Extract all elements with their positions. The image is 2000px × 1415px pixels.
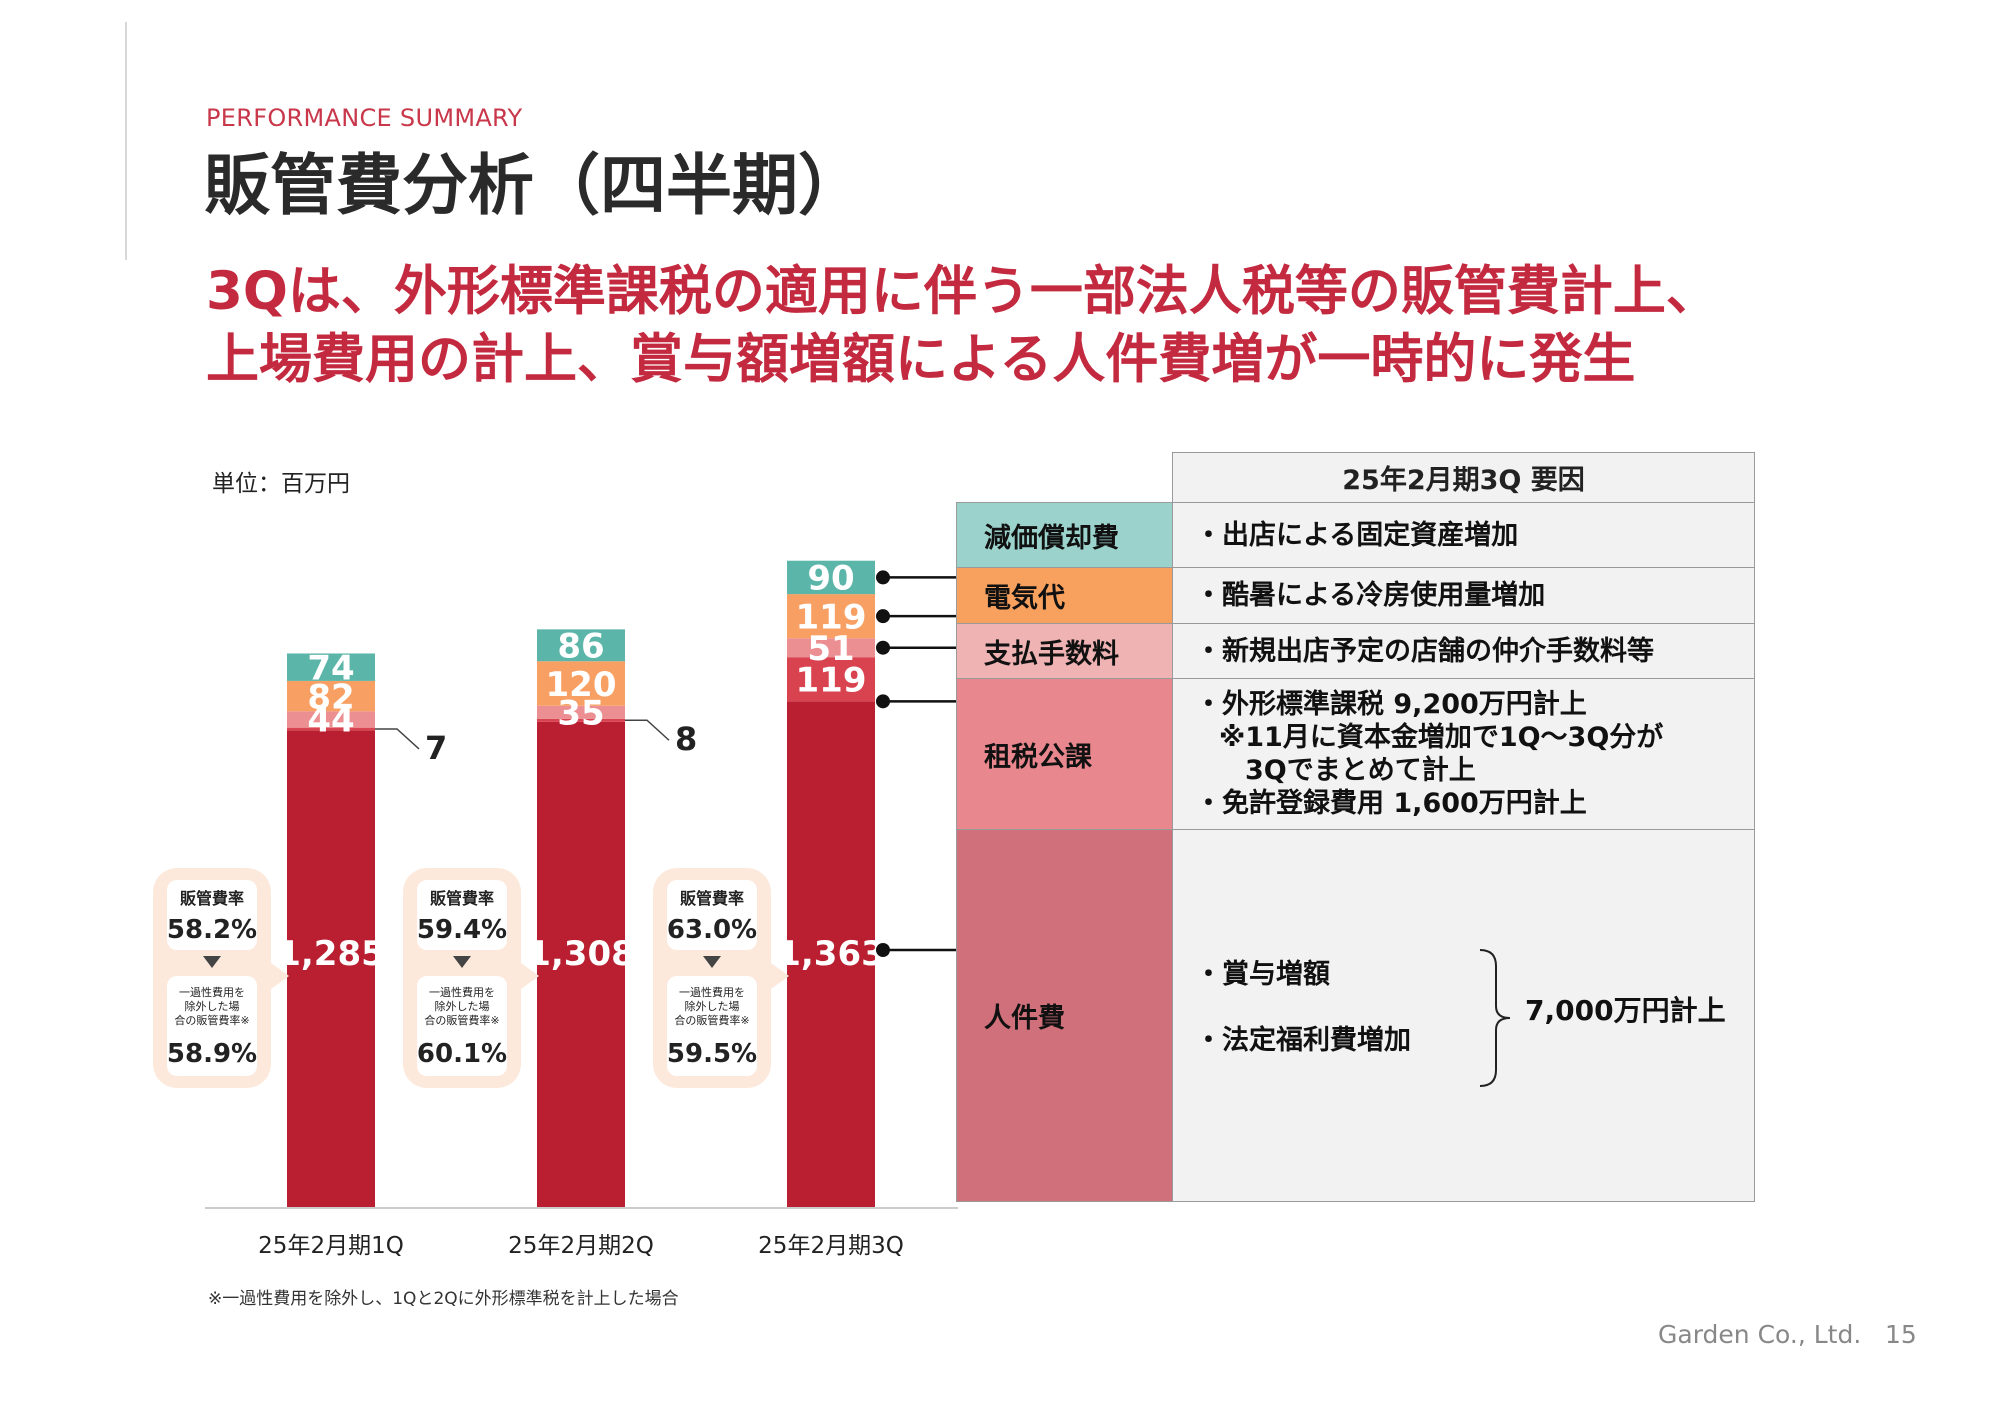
data-label: 1,285 — [277, 934, 385, 974]
factor-line: 3Qでまとめて計上 — [1245, 755, 1476, 786]
bar-segment-4 — [787, 560, 875, 595]
data-label: 74 — [307, 648, 354, 688]
data-label: 82 — [307, 677, 354, 717]
ratio-sub-label: 除外した場 — [185, 999, 240, 1013]
x-tick-label: 25年2月期3Q — [758, 1233, 904, 1259]
ratio-value: 59.4% — [417, 915, 507, 945]
factor-line: ・外形標準課税 9,200万円計上 — [1195, 689, 1587, 720]
ratio-sub-label: 除外した場 — [685, 999, 740, 1013]
ratio-box-inner — [167, 976, 257, 1076]
factor-line: ・出店による固定資産増加 — [1195, 519, 1519, 551]
ratio-label: 販管費率 — [180, 889, 244, 908]
data-label: 51 — [807, 629, 854, 669]
bar-segment-3 — [287, 680, 375, 712]
factor-line: ・免許登録費用 1,600万円計上 — [1195, 788, 1587, 819]
ratio-box-inner — [667, 880, 757, 950]
bar-segment-1 — [537, 718, 625, 722]
headline-line-1: 3Qは、外形標準課税の適用に伴う一部法人税等の販管費計上、 — [206, 261, 1719, 322]
factor-desc-taxes: ・外形標準課税 9,200万円計上 ※11月に資本金増加で1Q〜3Q分が 3Qで… — [1172, 678, 1755, 830]
ratio-value: 63.0% — [667, 915, 757, 945]
data-label: 35 — [557, 694, 604, 734]
data-label: 90 — [807, 559, 854, 599]
data-label: 1,363 — [777, 934, 885, 974]
factor-category-taxes: 租税公課 — [956, 678, 1173, 830]
data-label-external: 8 — [675, 720, 697, 758]
ratio-label: 販管費率 — [430, 889, 494, 908]
ratio-value: 58.2% — [167, 915, 257, 945]
factor-desc-electricity: ・酷暑による冷房使用量増加 — [1172, 567, 1755, 624]
data-label: 119 — [796, 660, 867, 700]
headline-line-2: 上場費用の計上、賞与額増額による人件費増が一時的に発生 — [206, 329, 1636, 390]
data-label: 119 — [796, 597, 867, 637]
arrow-down-icon — [203, 956, 221, 968]
bar-segment-2 — [537, 705, 625, 719]
bar-segment-3 — [787, 594, 875, 639]
factor-line: ・新規出店予定の店舗の仲介手数料等 — [1195, 635, 1654, 667]
bar-segment-2 — [787, 638, 875, 658]
ratio-sub-label: 一過性費用を — [179, 985, 245, 999]
ratio-box-inner — [417, 976, 507, 1076]
ratio-box-inner — [417, 880, 507, 950]
brace-icon — [1479, 949, 1511, 1087]
personnel-bracket-note: 7,000万円計上 — [1525, 994, 1726, 1027]
bar-segment-0 — [787, 701, 875, 1207]
factor-line: ・賞与増額 — [1195, 959, 1330, 990]
ratio-sub-label: 合の販管費率※ — [174, 1013, 249, 1027]
page-title: 販管費分析（四半期） — [204, 147, 864, 224]
bar-segment-3 — [537, 661, 625, 706]
data-label: 44 — [307, 701, 354, 741]
ratio-sub-value: 58.9% — [167, 1039, 257, 1069]
ratio-sub-label: 一過性費用を — [679, 985, 745, 999]
factor-category-personnel: 人件費 — [956, 829, 1173, 1202]
leader-line — [625, 719, 670, 741]
factor-line: ※11月に資本金増加で1Q〜3Q分が — [1219, 722, 1664, 753]
factor-line: ・法定福利費増加 — [1195, 1025, 1411, 1056]
x-tick-label: 25年2月期1Q — [258, 1233, 404, 1259]
bar-segment-0 — [537, 721, 625, 1207]
bar-segment-0 — [287, 730, 375, 1207]
factor-category-fees: 支払手数料 — [956, 623, 1173, 679]
company-name: Garden Co., Ltd. — [1658, 1320, 1862, 1349]
bar-segment-1 — [787, 657, 875, 702]
data-label-external: 7 — [425, 729, 447, 767]
leader-line — [375, 728, 420, 750]
factors-table-header: 25年2月期3Q 要因 — [1172, 452, 1755, 503]
bar-segment-2 — [287, 711, 375, 728]
bar-segment-4 — [287, 653, 375, 681]
data-label: 1,308 — [527, 934, 635, 974]
factor-category-electricity: 電気代 — [956, 567, 1173, 624]
bar-segment-1 — [287, 727, 375, 731]
section-subtitle: PERFORMANCE SUMMARY — [206, 104, 523, 132]
ratio-sub-value: 60.1% — [417, 1039, 507, 1069]
factor-desc-personnel: ・賞与増額 ・法定福利費増加 7,000万円計上 — [1172, 829, 1755, 1202]
headline: 3Qは、外形標準課税の適用に伴う一部法人税等の販管費計上、 上場費用の計上、賞与… — [206, 258, 1719, 394]
bar-segment-4 — [537, 629, 625, 662]
factors-table: 25年2月期3Q 要因 減価償却費 ・出店による固定資産増加 電気代 ・酷暑によ… — [956, 452, 1755, 1202]
factor-desc-depreciation: ・出店による固定資産増加 — [1172, 502, 1755, 568]
ratio-sub-label: 合の販管費率※ — [674, 1013, 749, 1027]
unit-label: 単位：百万円 — [212, 471, 350, 497]
ratio-box-inner — [667, 976, 757, 1076]
factor-category-depreciation: 減価償却費 — [956, 502, 1173, 568]
ratio-box-pointer — [271, 963, 289, 989]
ratio-sub-label: 一過性費用を — [429, 985, 495, 999]
header-divider — [125, 22, 127, 260]
ratio-sub-label: 合の販管費率※ — [424, 1013, 499, 1027]
ratio-box-pointer — [771, 963, 789, 989]
footnote: ※一過性費用を除外し、1Qと2Qに外形標準税を計上した場合 — [208, 1289, 679, 1309]
ratio-label: 販管費率 — [680, 889, 744, 908]
arrow-down-icon — [453, 956, 471, 968]
factor-line: ・酷暑による冷房使用量増加 — [1195, 580, 1546, 611]
data-label: 120 — [546, 665, 617, 705]
ratio-sub-value: 59.5% — [667, 1039, 757, 1069]
x-tick-label: 25年2月期2Q — [508, 1233, 654, 1259]
ratio-sub-label: 除外した場 — [435, 999, 490, 1013]
factor-desc-fees: ・新規出店予定の店舗の仲介手数料等 — [1172, 623, 1755, 679]
ratio-box-pointer — [521, 963, 539, 989]
arrow-down-icon — [703, 956, 721, 968]
data-label: 86 — [557, 627, 604, 667]
page-number: 15 — [1885, 1320, 1917, 1349]
ratio-box-inner — [167, 880, 257, 950]
